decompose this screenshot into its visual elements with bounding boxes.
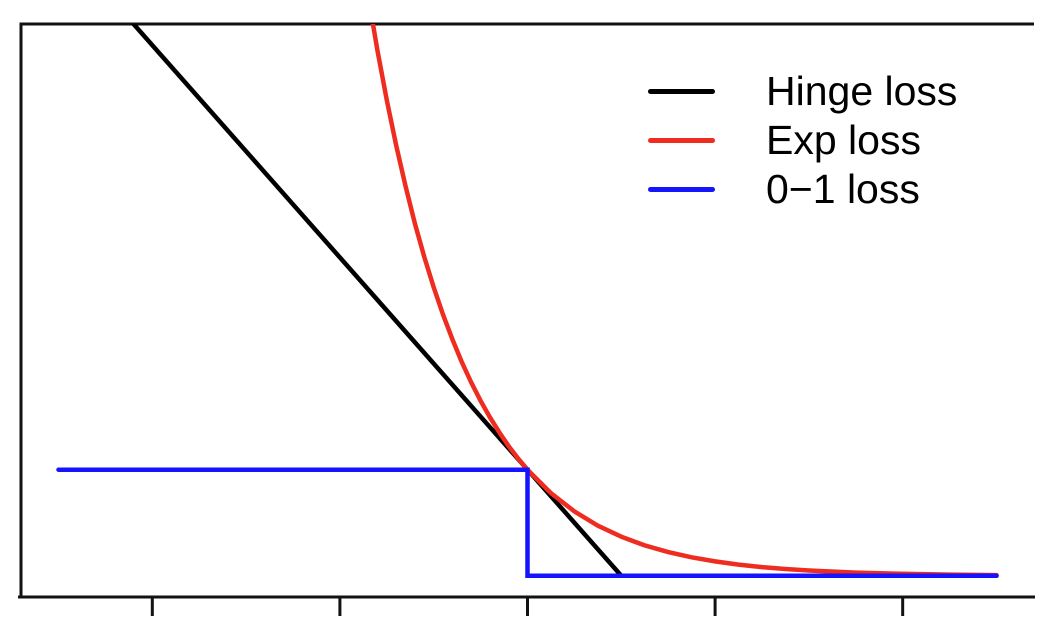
series-line-2: [56, 467, 999, 579]
legend-swatch-hinge-loss: [648, 89, 715, 94]
legend-swatch-exp-loss: [648, 138, 715, 143]
legend-label-hinge-loss: Hinge loss: [766, 68, 958, 114]
series-lines: [56, 24, 999, 579]
series-line-1: [370, 24, 999, 578]
legend-label-exp-loss: Exp loss: [766, 117, 921, 163]
legend-label-zero-one-loss: 0−1 loss: [766, 166, 920, 212]
legend: Hinge loss Exp loss 0−1 loss: [648, 67, 957, 214]
legend-item-zero-one-loss: 0−1 loss: [648, 165, 957, 214]
axis-box: [18, 22, 1035, 616]
legend-item-exp-loss: Exp loss: [648, 116, 957, 165]
legend-item-hinge-loss: Hinge loss: [648, 67, 957, 116]
legend-swatch-zero-one-loss: [648, 187, 715, 192]
